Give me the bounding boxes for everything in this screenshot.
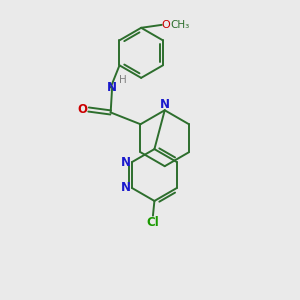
Text: H: H <box>118 75 126 85</box>
Text: N: N <box>160 98 170 111</box>
Text: N: N <box>121 156 130 169</box>
Text: CH₃: CH₃ <box>170 20 190 30</box>
Text: O: O <box>162 20 171 30</box>
Text: Cl: Cl <box>147 216 159 229</box>
Text: N: N <box>107 81 117 94</box>
Text: N: N <box>121 182 130 194</box>
Text: O: O <box>77 103 87 116</box>
